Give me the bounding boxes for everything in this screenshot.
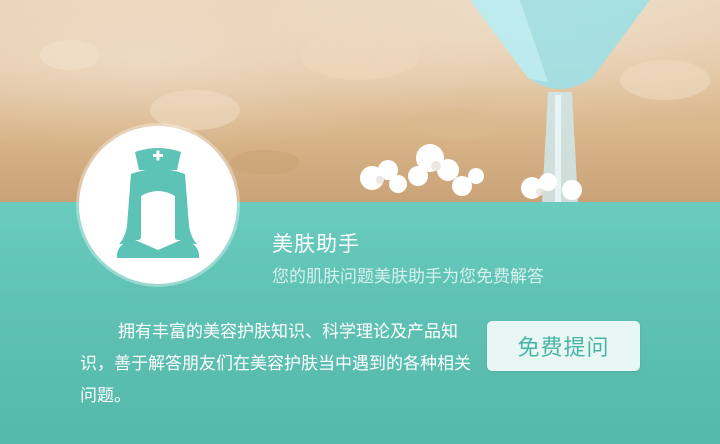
assistant-avatar (79, 126, 237, 284)
assistant-subtitle: 您的肌肤问题美肤助手为您免费解答 (272, 267, 544, 287)
assistant-description: 拥有丰富的美容护肤知识、科学理论及产品知识，善于解答朋友们在美容护肤当中遇到的各… (80, 322, 471, 406)
assistant-title: 美肤助手 (272, 232, 360, 256)
nurse-icon (117, 148, 199, 258)
free-ask-button[interactable]: 免费提问 (487, 321, 640, 371)
cocktail-glass-icon (360, 0, 650, 202)
